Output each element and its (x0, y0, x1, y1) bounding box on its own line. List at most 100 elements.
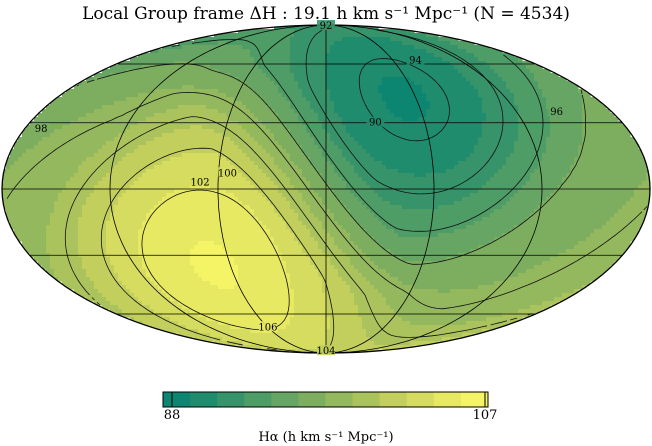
map-cell (426, 93, 479, 98)
map-cell (38, 113, 87, 118)
map-cell (310, 185, 331, 190)
map-cell (490, 65, 527, 70)
map-cell (322, 201, 343, 206)
map-cell (310, 105, 335, 110)
map-cell (370, 337, 443, 342)
map-cell (206, 105, 247, 110)
map-cell (466, 157, 507, 162)
map-cell (210, 333, 327, 338)
map-cell (370, 185, 483, 190)
map-cell (170, 317, 207, 322)
map-cell (518, 113, 551, 118)
map-cell (218, 153, 247, 158)
map-cell (334, 237, 351, 242)
map-cell (198, 329, 251, 334)
map-cell (334, 105, 387, 110)
map-cell (358, 197, 383, 202)
map-cell (358, 141, 479, 146)
map-cell (338, 245, 359, 250)
map-cell (294, 185, 311, 190)
map-cell (70, 177, 103, 182)
map-cell (294, 289, 323, 294)
map-cell (122, 157, 171, 162)
map-cell (334, 217, 355, 222)
map-cell (358, 245, 383, 250)
map-cell (502, 165, 539, 170)
map-cell (78, 81, 83, 86)
map-cell (286, 97, 307, 102)
map-cell (326, 69, 459, 74)
map-cell (314, 137, 331, 142)
map-cell (62, 281, 95, 286)
map-cell (294, 305, 327, 310)
map-cell (322, 153, 343, 158)
map-cell (386, 101, 431, 106)
map-cell (358, 221, 383, 226)
map-cell (330, 97, 383, 102)
map-cell (358, 305, 391, 310)
map-cell (270, 201, 291, 206)
map-cell (234, 261, 287, 266)
map-cell (270, 129, 291, 134)
map-cell (426, 33, 439, 38)
map-cell (342, 153, 371, 158)
map-cell (330, 321, 363, 326)
map-cell (46, 269, 55, 274)
map-cell (346, 125, 483, 130)
contour-label: 92 (320, 21, 333, 32)
map-cell (538, 81, 575, 86)
map-cell (534, 169, 571, 174)
map-cell (302, 249, 323, 254)
map-cell (290, 105, 311, 110)
map-cell (338, 273, 363, 278)
map-cell (550, 257, 619, 262)
map-cell (210, 65, 259, 70)
map-cell (238, 269, 287, 274)
map-cell (342, 177, 363, 182)
contour-label: 104 (316, 346, 335, 357)
map-cell (350, 233, 371, 238)
map-cell (390, 305, 531, 310)
map-cell (26, 149, 99, 154)
map-cell (562, 181, 643, 186)
map-cell (518, 309, 543, 314)
map-cell (482, 217, 527, 222)
map-cell (166, 293, 295, 298)
graticule-meridian (325, 25, 543, 353)
map-cell (326, 333, 367, 338)
map-cell (274, 133, 291, 138)
contour-label: 102 (191, 177, 210, 188)
contour-line (64, 116, 533, 338)
map-cell (294, 237, 315, 242)
map-cell (218, 109, 251, 114)
map-cell (78, 225, 107, 230)
map-cell (6, 157, 19, 162)
map-cell (354, 137, 479, 142)
map-cell (294, 137, 315, 142)
map-cell (82, 265, 115, 270)
map-cell (326, 65, 455, 70)
map-cell (138, 249, 191, 254)
map-cell (102, 293, 135, 298)
map-cell (290, 181, 311, 186)
map-cell (302, 245, 319, 250)
map-cell (182, 153, 219, 158)
map-cell (78, 237, 107, 242)
map-cell (502, 205, 539, 210)
map-cell (326, 341, 375, 346)
map-cell (326, 301, 355, 306)
map-cell (510, 197, 547, 202)
map-cell (42, 109, 95, 114)
map-cell (138, 233, 271, 238)
map-cell (354, 217, 379, 222)
map-cell (318, 113, 339, 118)
map-cell (530, 213, 615, 218)
map-cell (78, 293, 103, 298)
colorbar-tick-max: 107 (473, 408, 498, 423)
map-cell (286, 261, 311, 266)
map-cell (230, 137, 255, 142)
map-cell (542, 201, 627, 206)
map-cell (542, 93, 583, 98)
map-cell (190, 249, 227, 254)
map-cell (330, 49, 427, 54)
